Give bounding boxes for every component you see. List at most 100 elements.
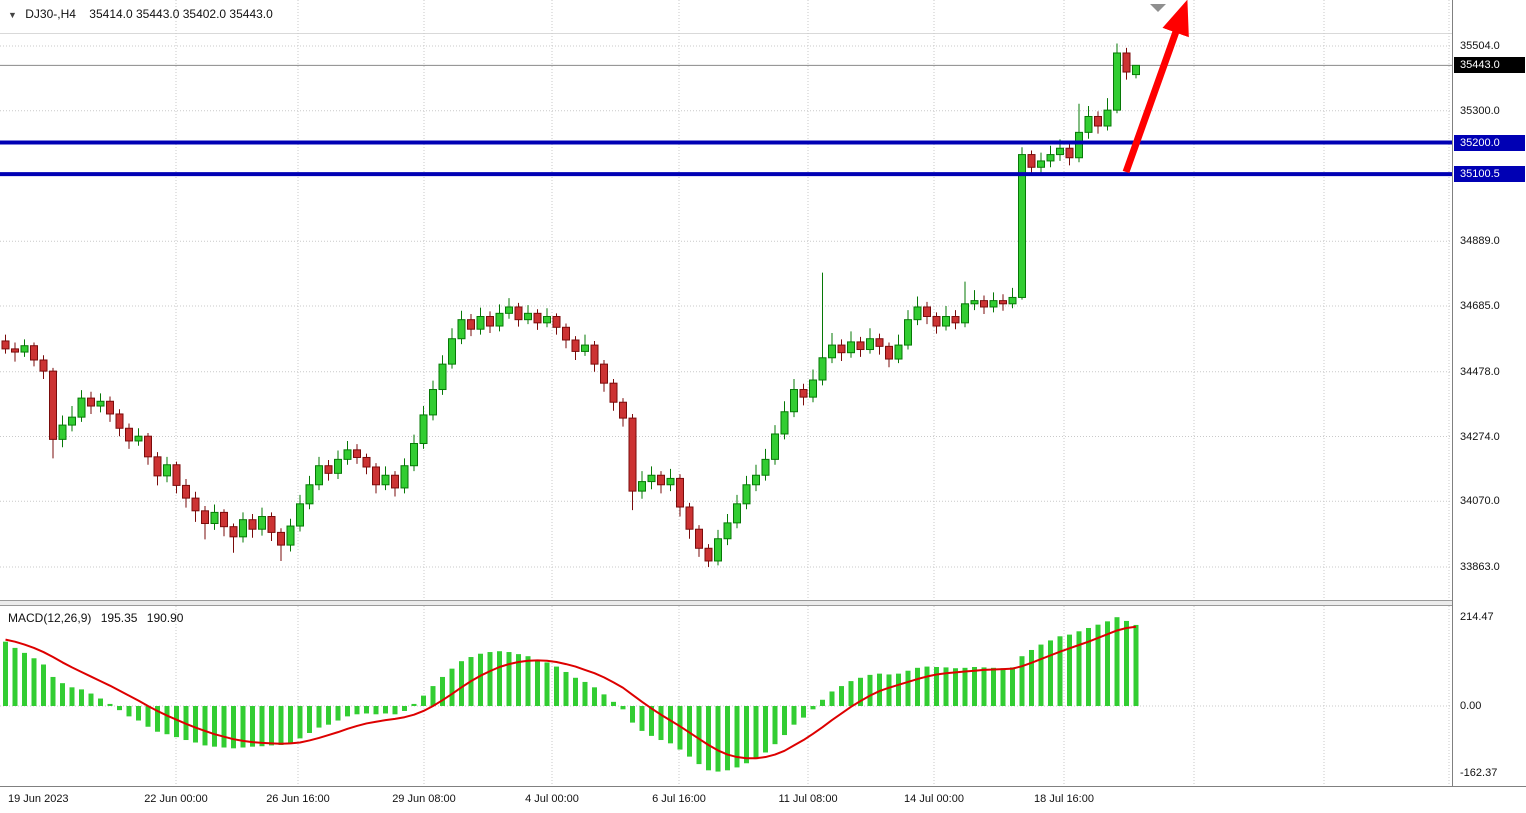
candle-body — [457, 319, 466, 340]
macd-histogram-bar — [1133, 624, 1139, 706]
candle-body — [77, 397, 86, 418]
macd-histogram-bar — [126, 706, 132, 717]
macd-histogram-bar — [934, 666, 939, 706]
candle-body — [590, 344, 599, 365]
candle-body — [989, 300, 998, 308]
macd-histogram-bar — [1095, 624, 1101, 706]
candle-body — [258, 516, 266, 530]
macd-histogram-bar — [1010, 667, 1015, 706]
candle-body — [182, 484, 190, 499]
macd-histogram-bar — [810, 706, 816, 710]
candle-body — [961, 303, 969, 324]
candle-body — [951, 316, 960, 324]
macd-histogram-bar — [478, 653, 483, 706]
level-price-badge: 35100.5 — [1454, 166, 1525, 183]
macd-histogram-bar — [554, 666, 559, 706]
trend-arrow[interactable] — [1122, 0, 1189, 174]
candle-body — [904, 319, 912, 346]
candle-body — [1027, 154, 1036, 168]
candle-body — [381, 474, 390, 486]
candle-body — [695, 528, 703, 549]
macd-histogram-bar — [1105, 621, 1110, 706]
macd-histogram-bar — [620, 706, 626, 710]
macd-histogram-bar — [953, 668, 958, 706]
macd-panel[interactable] — [0, 606, 1452, 786]
candle-body — [847, 341, 855, 354]
candle-body — [172, 464, 181, 486]
macd-histogram-bar — [820, 699, 825, 706]
macd-histogram-bar — [563, 671, 569, 706]
candle-body — [638, 481, 646, 492]
symbol-dropdown-icon[interactable]: ▼ — [8, 10, 17, 20]
candle-body — [866, 338, 874, 351]
macd-histogram-bar — [829, 691, 835, 706]
macd-histogram-bar — [288, 706, 293, 743]
macd-axis-label: 214.47 — [1460, 611, 1494, 623]
macd-histogram-bar — [1029, 649, 1034, 706]
candle-body — [913, 306, 922, 321]
candle-body — [619, 401, 627, 419]
candle-body — [229, 526, 238, 538]
candle-body — [809, 379, 817, 398]
candle-body — [87, 397, 95, 407]
macd-histogram-bar — [801, 706, 806, 718]
macd-histogram-bar — [1048, 640, 1053, 706]
candle-body — [647, 474, 656, 483]
candle-body — [438, 363, 447, 391]
candle-body — [723, 522, 732, 540]
macd-histogram-bar — [668, 706, 673, 744]
macd-histogram-bar — [611, 701, 616, 706]
macd-histogram-bar — [487, 652, 493, 706]
macd-histogram-bar — [240, 706, 246, 748]
candle-body — [448, 338, 456, 365]
macd-histogram-bar — [41, 664, 46, 706]
macd-histogram-bar — [402, 706, 407, 711]
macd-signal-value: 190.90 — [146, 611, 184, 625]
time-axis-label: 19 Jun 2023 — [8, 793, 69, 805]
macd-histogram-bar — [962, 667, 968, 706]
candle-body — [305, 484, 314, 505]
macd-histogram-bar — [1086, 627, 1091, 706]
macd-histogram-bar — [31, 658, 37, 706]
candle-body — [733, 503, 741, 524]
candle-body — [191, 497, 200, 512]
time-axis-label: 14 Jul 00:00 — [904, 793, 964, 805]
macd-histogram-bar — [117, 706, 122, 711]
candle-body — [1, 340, 10, 350]
candle-body — [106, 400, 114, 415]
candle-body — [581, 344, 589, 352]
macd-histogram-bar — [1067, 634, 1072, 706]
macd-histogram-bar — [202, 706, 208, 746]
macd-histogram-bar — [639, 706, 645, 731]
candle-body — [942, 316, 950, 327]
price-axis[interactable]: 35504.0 35300.0 34889.0 34685.0 34478.0 34274… — [1452, 0, 1526, 786]
candle-body — [970, 300, 979, 305]
macd-histogram-bar — [430, 686, 436, 706]
main-chart[interactable] — [0, 0, 1452, 600]
macd-histogram-bar — [848, 681, 854, 706]
macd-title: MACD(12,26,9) — [8, 611, 92, 625]
time-axis[interactable]: 19 Jun 2023 22 Jun 00:00 26 Jun 16:00 29 Ju… — [0, 786, 1526, 813]
macd-histogram-bar — [1000, 668, 1006, 706]
macd-histogram-bar — [231, 706, 236, 749]
ohlc-values: 35414.0 35443.0 35402.0 35443.0 — [89, 7, 273, 21]
macd-histogram-bar — [696, 706, 702, 765]
candle-body — [134, 435, 143, 442]
macd-histogram-bar — [506, 652, 512, 706]
macd-histogram-bar — [1076, 631, 1082, 706]
macd-histogram-bar — [136, 706, 141, 721]
macd-histogram-bar — [677, 706, 683, 750]
macd-histogram-bar — [715, 706, 721, 772]
candle-body — [856, 341, 865, 351]
candle-body — [533, 312, 542, 324]
macd-histogram-bar — [791, 706, 797, 725]
candle-body — [685, 506, 694, 530]
macd-histogram-bar — [107, 703, 113, 706]
macd-axis-label: -162.37 — [1460, 767, 1498, 780]
panel-splitter[interactable] — [0, 600, 1526, 606]
candle-body — [163, 464, 171, 477]
candle-body — [11, 348, 19, 353]
candle-body — [761, 458, 770, 476]
candle-body — [923, 306, 931, 318]
candle-body — [885, 345, 893, 360]
